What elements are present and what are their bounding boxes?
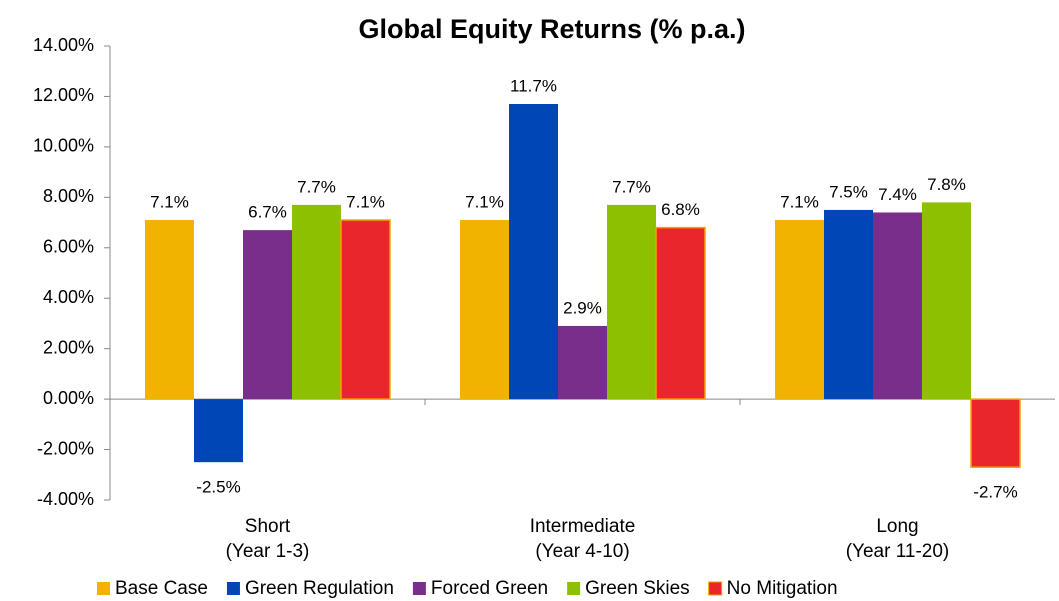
bar: [558, 325, 607, 400]
data-label: 7.1%: [346, 193, 385, 212]
bar: [607, 204, 656, 400]
x-tick-label: Long (Year 11-20): [845, 516, 950, 562]
bar: [194, 399, 243, 463]
data-label: -2.5%: [196, 478, 240, 497]
y-tick-label: 2.00%: [43, 337, 94, 357]
data-label: 7.1%: [780, 193, 819, 212]
bar: [655, 226, 706, 400]
bar: [970, 398, 1021, 468]
y-tick-label: 8.00%: [43, 186, 94, 206]
data-label: 7.4%: [878, 185, 917, 204]
legend-label: No Mitigation: [727, 578, 838, 599]
y-tick-label: -2.00%: [37, 438, 94, 458]
legend-swatch: [412, 582, 426, 595]
y-tick-label: 6.00%: [43, 237, 94, 257]
bar: [145, 220, 194, 400]
data-label: 2.9%: [563, 298, 602, 317]
data-label: 6.7%: [248, 203, 287, 222]
data-label: 7.1%: [465, 193, 504, 212]
legend-label: Green Skies: [585, 578, 690, 599]
data-label: 7.5%: [829, 182, 868, 201]
bar: [340, 219, 391, 400]
data-label: 7.8%: [927, 175, 966, 194]
legend-swatch: [708, 581, 723, 596]
y-tick-label: 4.00%: [43, 287, 94, 307]
bar: [824, 209, 873, 400]
data-label: 7.1%: [150, 193, 189, 212]
legend-label: Forced Green: [431, 578, 548, 599]
bar: [775, 220, 824, 400]
bar: [292, 204, 341, 400]
y-tick-label: 14.00%: [33, 35, 94, 55]
bar: [922, 202, 971, 400]
x-tick-label: Intermediate (Year 4-10): [529, 516, 636, 562]
legend-swatch: [226, 582, 240, 595]
legend-label: Green Regulation: [245, 578, 394, 599]
data-label: 7.7%: [297, 177, 336, 196]
chart-title: Global Equity Returns (% p.a.): [358, 14, 745, 44]
bar: [509, 104, 558, 400]
y-tick-label: 12.00%: [33, 85, 94, 105]
y-tick-label: -4.00%: [37, 489, 94, 509]
legend-label: Base Case: [115, 578, 208, 599]
bar: [873, 212, 922, 400]
data-label: 7.7%: [612, 177, 651, 196]
data-label: -2.7%: [973, 483, 1017, 502]
x-tick-label: Short (Year 1-3): [225, 516, 310, 562]
legend-swatch: [97, 582, 110, 595]
legend-swatch: [567, 582, 581, 595]
bar: [460, 220, 509, 400]
bar: [243, 230, 292, 400]
data-label: 11.7%: [510, 76, 557, 95]
data-label: 6.8%: [661, 200, 700, 219]
y-tick-label: 0.00%: [43, 388, 94, 408]
y-tick-label: 10.00%: [33, 136, 94, 156]
